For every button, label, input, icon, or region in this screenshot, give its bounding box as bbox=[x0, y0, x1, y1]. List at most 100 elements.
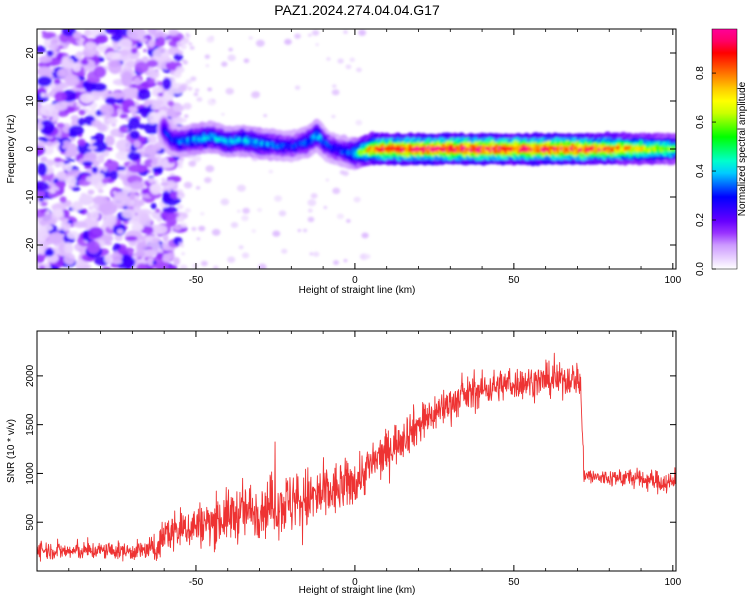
noise-blob bbox=[80, 241, 85, 247]
noise-blob bbox=[349, 57, 355, 62]
noise-blob bbox=[77, 209, 85, 213]
noise-blob bbox=[39, 120, 55, 135]
noise-blob bbox=[84, 42, 97, 50]
noise-blob bbox=[121, 87, 139, 100]
noise-blob bbox=[154, 109, 159, 113]
noise-blob bbox=[53, 208, 64, 218]
noise-blob bbox=[54, 101, 68, 112]
noise-blob bbox=[177, 164, 183, 169]
noise-blob bbox=[278, 210, 287, 217]
noise-blob bbox=[40, 201, 48, 207]
noise-blob bbox=[211, 228, 221, 236]
noise-blob bbox=[196, 237, 201, 241]
noise-blob bbox=[128, 83, 140, 89]
noise-blob bbox=[175, 66, 185, 74]
noise-blob bbox=[64, 163, 73, 172]
noise-blob bbox=[251, 229, 256, 233]
noise-blob bbox=[65, 148, 73, 157]
noise-blob bbox=[142, 248, 157, 258]
noise-blob bbox=[37, 145, 46, 155]
noise-blob bbox=[90, 83, 107, 92]
noise-blob bbox=[364, 254, 371, 259]
x-tick-label: 50 bbox=[508, 577, 520, 588]
noise-blob bbox=[63, 140, 72, 146]
noise-blob bbox=[241, 215, 249, 222]
noise-blob bbox=[221, 61, 228, 67]
noise-blob bbox=[177, 160, 184, 165]
noise-blob bbox=[185, 79, 192, 85]
x-tick-label: 100 bbox=[664, 275, 681, 286]
spectrogram-x-ticks: -50 0 50 100 bbox=[68, 29, 682, 286]
spectrogram-x-label: Height of straight line (km) bbox=[299, 285, 416, 296]
noise-blob bbox=[77, 117, 86, 126]
noise-blob bbox=[263, 114, 268, 118]
noise-blob bbox=[102, 214, 117, 227]
noise-blob bbox=[133, 77, 142, 85]
noise-blob bbox=[54, 91, 67, 102]
y-tick-label: 10 bbox=[25, 95, 36, 107]
noise-blob bbox=[68, 158, 76, 162]
noise-blob bbox=[61, 29, 76, 37]
x-tick-label: 0 bbox=[352, 275, 358, 286]
noise-blob bbox=[294, 33, 301, 39]
spectrogram-y-label: Frequency (Hz) bbox=[6, 115, 17, 184]
noise-blob bbox=[343, 30, 348, 34]
noise-blob bbox=[63, 242, 74, 255]
noise-blob bbox=[41, 32, 54, 40]
noise-blob bbox=[82, 161, 93, 167]
noise-blob bbox=[38, 197, 44, 202]
noise-blob bbox=[250, 91, 260, 99]
noise-blob bbox=[181, 118, 187, 123]
noise-blob bbox=[332, 84, 337, 88]
noise-blob bbox=[114, 233, 123, 242]
noise-blob bbox=[307, 33, 312, 37]
noise-blob bbox=[69, 137, 76, 142]
noise-blob bbox=[71, 201, 83, 212]
noise-blob bbox=[336, 213, 344, 220]
noise-blob bbox=[325, 178, 330, 182]
noise-blob bbox=[128, 106, 137, 113]
noise-blob bbox=[154, 32, 168, 40]
noise-blob bbox=[80, 175, 86, 179]
noise-blob bbox=[37, 66, 52, 77]
noise-blob bbox=[162, 206, 178, 213]
noise-blob bbox=[155, 208, 161, 213]
noise-blob bbox=[198, 225, 206, 232]
noise-blob bbox=[61, 159, 66, 163]
noise-blob bbox=[160, 181, 169, 187]
noise-blob bbox=[152, 86, 163, 93]
noise-blob bbox=[156, 218, 163, 223]
noise-blob bbox=[130, 47, 138, 54]
snr-series-line bbox=[37, 352, 676, 562]
noise-blob bbox=[53, 78, 61, 85]
noise-blob bbox=[119, 113, 129, 119]
noise-blob bbox=[346, 219, 351, 223]
noise-blob bbox=[95, 44, 103, 51]
noise-blob bbox=[184, 208, 191, 213]
noise-blob bbox=[168, 60, 177, 70]
noise-blob bbox=[115, 139, 132, 151]
noise-blob bbox=[74, 52, 83, 59]
noise-blob bbox=[153, 172, 159, 177]
y-tick-label: 1000 bbox=[25, 462, 36, 485]
noise-blob bbox=[66, 230, 80, 240]
colorbar-tick-label: 0.2 bbox=[695, 213, 706, 227]
noise-blob bbox=[331, 89, 340, 96]
noise-blob bbox=[125, 60, 136, 68]
noise-blob bbox=[79, 93, 95, 104]
noise-blob bbox=[176, 204, 184, 210]
noise-blob bbox=[162, 77, 172, 90]
noise-blob bbox=[62, 202, 68, 207]
noise-blob bbox=[236, 184, 246, 192]
noise-blob bbox=[189, 45, 195, 50]
noise-blob bbox=[206, 36, 215, 43]
noise-blob bbox=[156, 46, 166, 54]
noise-blob bbox=[37, 45, 47, 54]
colorbar-gradient bbox=[711, 28, 738, 270]
x-tick-label: -50 bbox=[189, 275, 204, 286]
noise-blob bbox=[78, 194, 95, 206]
noise-blob bbox=[97, 189, 104, 194]
noise-blob bbox=[307, 208, 313, 213]
noise-blob bbox=[187, 86, 193, 91]
noise-blob bbox=[146, 60, 159, 68]
